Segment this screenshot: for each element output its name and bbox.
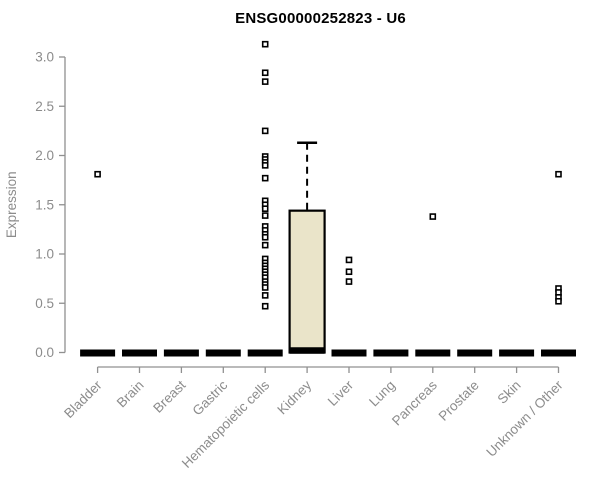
y-tick-label: 1.5 bbox=[35, 197, 54, 212]
x-tick-label: Skin bbox=[495, 378, 524, 407]
outlier-point bbox=[261, 40, 269, 48]
outlier-point bbox=[94, 170, 101, 178]
outlier-point bbox=[345, 278, 353, 285]
x-tick-label: Liver bbox=[325, 377, 357, 409]
y-tick-label: 3.0 bbox=[35, 50, 54, 65]
outlier-point bbox=[261, 241, 269, 249]
y-tick-label: 0.0 bbox=[35, 345, 54, 360]
outlier-point bbox=[261, 69, 269, 77]
x-tick-label: Pancreas bbox=[389, 377, 440, 428]
outlier-point bbox=[555, 297, 562, 305]
outlier-point bbox=[261, 212, 269, 219]
chart-title: ENSG00000252823 - U6 bbox=[235, 10, 406, 27]
y-axis-title: Expression bbox=[4, 171, 19, 238]
outlier-point bbox=[261, 292, 269, 299]
y-tick-label: 2.0 bbox=[35, 148, 54, 163]
outlier-point bbox=[261, 233, 269, 241]
outlier-point bbox=[345, 268, 353, 276]
outlier-point bbox=[261, 205, 269, 212]
x-tick-label: Gastric bbox=[190, 377, 231, 418]
outlier-point bbox=[555, 170, 562, 178]
outlier-point bbox=[261, 127, 269, 135]
x-tick-label: Bladder bbox=[61, 377, 105, 421]
outlier-point bbox=[345, 256, 353, 264]
y-tick-label: 2.5 bbox=[35, 99, 54, 114]
y-tick-label: 1.0 bbox=[35, 247, 54, 262]
x-tick-label: Kidney bbox=[274, 377, 314, 417]
x-tick-label: Lung bbox=[366, 378, 398, 410]
box-kidney bbox=[288, 209, 326, 354]
outlier-point bbox=[261, 174, 269, 182]
outlier-point bbox=[261, 302, 269, 310]
x-tick-label: Breast bbox=[150, 377, 188, 415]
outlier-point bbox=[261, 162, 269, 169]
outlier-point bbox=[429, 213, 437, 220]
x-tick-label: Unknown / Other bbox=[483, 377, 566, 460]
x-tick-label: Brain bbox=[114, 378, 147, 411]
outlier-point bbox=[261, 284, 269, 291]
x-tick-label: Prostate bbox=[436, 378, 482, 424]
y-tick-label: 0.5 bbox=[35, 296, 54, 311]
outlier-point bbox=[261, 78, 269, 85]
